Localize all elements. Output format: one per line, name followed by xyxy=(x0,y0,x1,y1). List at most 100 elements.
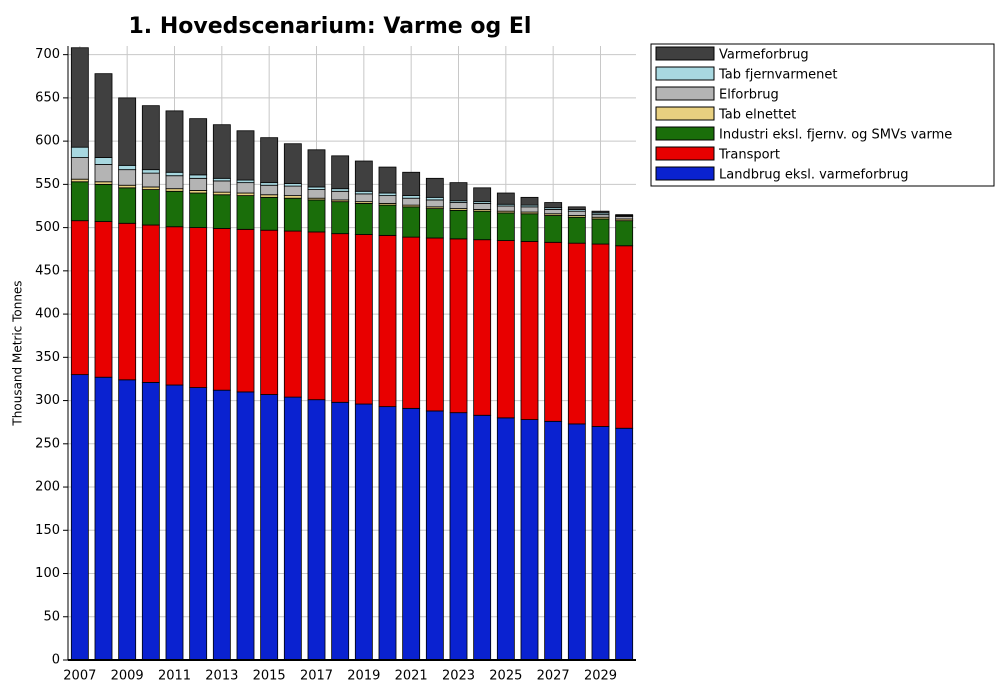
bar-segment xyxy=(331,201,350,235)
bar-segment xyxy=(236,182,255,194)
bar-segment xyxy=(496,212,515,241)
bar-segment xyxy=(165,110,184,173)
bar-segment xyxy=(94,164,113,183)
bar-segment xyxy=(615,427,634,661)
bar-segment xyxy=(331,401,350,661)
bar-segment xyxy=(331,190,350,201)
bar-segment xyxy=(567,206,586,210)
bar-segment xyxy=(260,184,279,196)
y-tick-label: 700 xyxy=(35,47,60,62)
bar-segment xyxy=(354,234,373,405)
bar-segment xyxy=(354,403,373,661)
y-tick-label: 50 xyxy=(43,609,60,624)
bar-segment xyxy=(496,192,515,205)
bar-segment xyxy=(473,414,492,661)
bar-segment xyxy=(520,419,539,661)
bar-segment xyxy=(236,228,255,393)
bar-segment xyxy=(402,407,421,661)
bar-segment xyxy=(118,169,137,186)
bar-segment xyxy=(402,206,421,238)
y-tick-label: 250 xyxy=(35,436,60,451)
x-tick-label: 2019 xyxy=(347,669,380,684)
bar-segment xyxy=(70,181,89,222)
bar-segment xyxy=(473,202,492,210)
bar-segment xyxy=(141,224,160,383)
bar-segment xyxy=(520,241,539,420)
x-tick-label: 2017 xyxy=(300,669,333,684)
bar-segment xyxy=(331,155,350,190)
bar-segment xyxy=(70,146,89,158)
bar-segment xyxy=(520,206,539,213)
legend-swatch xyxy=(655,146,715,161)
bar-segment xyxy=(591,218,610,245)
bar-segment xyxy=(378,204,397,236)
y-tick-label: 0 xyxy=(52,653,60,668)
y-tick-label: 200 xyxy=(35,480,60,495)
bar-segment xyxy=(189,192,208,229)
x-tick-label: 2027 xyxy=(537,669,570,684)
bar-segment xyxy=(236,391,255,661)
bar-segment xyxy=(283,230,302,398)
bar-segment xyxy=(378,406,397,661)
bar-segment xyxy=(425,237,444,412)
bar-segment xyxy=(544,209,563,215)
bar-segment xyxy=(307,399,326,661)
legend-label: Tab fjernvarmenet xyxy=(718,68,837,83)
bar-segment xyxy=(118,222,137,381)
bar-segment xyxy=(70,220,89,376)
legend-swatch xyxy=(655,66,715,81)
bar-segment xyxy=(402,236,421,409)
bar-segment xyxy=(70,47,89,148)
bar-segment xyxy=(567,210,586,216)
bar-segment xyxy=(307,189,326,199)
bar-segment xyxy=(449,202,468,209)
bar-segment xyxy=(591,210,610,214)
legend-label: Industri eksl. fjernv. og SMVs varme xyxy=(719,128,952,143)
bar-segment xyxy=(212,389,231,661)
bar-segment xyxy=(307,149,326,188)
bar-segment xyxy=(141,172,160,188)
bar-segment xyxy=(94,221,113,378)
bar-segment xyxy=(283,396,302,661)
bar-segment xyxy=(544,215,563,243)
bar-segment xyxy=(615,245,634,429)
y-tick-label: 550 xyxy=(35,177,60,192)
bar-segment xyxy=(189,227,208,388)
bar-segment xyxy=(354,160,373,192)
bar-segment xyxy=(212,124,231,179)
bar-segment xyxy=(260,196,279,231)
legend-swatch xyxy=(655,106,715,121)
y-tick-label: 600 xyxy=(35,134,60,149)
bar-segment xyxy=(118,379,137,661)
bar-segment xyxy=(165,171,184,177)
bar-segment xyxy=(283,185,302,197)
x-tick-label: 2023 xyxy=(442,669,475,684)
bar-segment xyxy=(189,174,208,179)
x-tick-label: 2009 xyxy=(111,669,144,684)
bar-segment xyxy=(118,164,137,171)
y-tick-label: 400 xyxy=(35,307,60,322)
y-tick-label: 100 xyxy=(35,566,60,581)
legend-swatch xyxy=(655,46,715,61)
bar-segment xyxy=(189,118,208,176)
legend-swatch xyxy=(655,86,715,101)
bar-segment xyxy=(70,157,89,180)
bar-segment xyxy=(260,137,279,184)
bar-segment xyxy=(496,205,515,212)
bar-segment xyxy=(544,420,563,661)
bar-segment xyxy=(260,394,279,661)
bar-segment xyxy=(449,412,468,661)
bar-segment xyxy=(189,387,208,661)
bar-segment xyxy=(449,209,468,240)
legend-label: Transport xyxy=(718,148,780,163)
bar-segment xyxy=(354,193,373,203)
bar-segment xyxy=(567,216,586,244)
y-tick-label: 450 xyxy=(35,263,60,278)
bar-segment xyxy=(165,226,184,386)
legend-label: Elforbrug xyxy=(719,88,779,103)
y-tick-label: 650 xyxy=(35,90,60,105)
legend-label: Tab elnettet xyxy=(718,108,796,123)
bar-segment xyxy=(307,199,326,233)
bar-segment xyxy=(212,194,231,229)
